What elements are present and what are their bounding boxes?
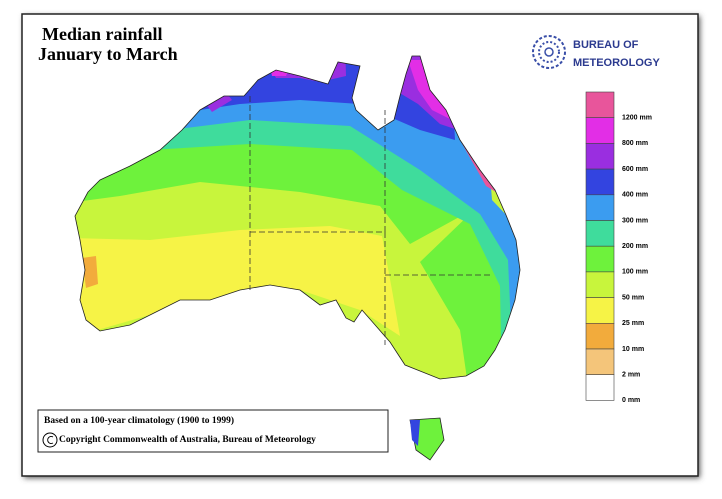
legend-swatch [585,322,615,350]
legend-label: 800 mm [622,140,648,147]
legend-label: 0 mm [622,397,640,404]
legend: 1200 mm 800 mm 600 mm 400 mm 300 mm 200 mm 100… [585,91,652,404]
legend-label: 1200 mm [622,115,652,122]
legend-swatch [585,117,615,144]
legend-swatch [585,168,615,196]
legend-swatch [585,194,615,221]
copyright-symbol [47,436,54,444]
legend-swatch [585,91,615,119]
zone [75,226,400,336]
title-line: Median rainfall [42,24,163,44]
logo-text: BUREAU OF [573,39,639,51]
legend-swatch [585,271,615,298]
tasmania-zone [410,420,420,446]
legend-label: 50 mm [622,294,644,301]
footer-box [37,409,389,453]
legend-label: 2 mm [622,372,640,379]
copyright-symbol [42,432,58,448]
logo-swirl [538,41,560,63]
legend-label: 400 mm [622,192,648,199]
logo-text: METEOROLOGY [573,57,660,69]
footer-text: Based on a 100-year climatology (1900 to… [44,415,234,426]
logo-swirl [532,35,566,69]
logo: BUREAU OF METEOROLOGY [532,35,660,69]
footer-text: Copyright Commonwealth of Australia, Bur… [59,435,316,445]
legend-swatch [585,245,615,273]
legend-swatch [585,297,615,324]
logo-swirl [544,47,554,57]
title-line: January to March [38,44,178,64]
legend-swatch [585,348,615,376]
legend-label: 25 mm [622,320,644,327]
legend-label: 10 mm [622,346,644,353]
state-border [384,232,490,345]
zone [82,256,98,288]
legend-label: 100 mm [622,269,648,276]
legend-label: 200 mm [622,243,648,250]
legend-swatch [585,374,615,401]
legend-swatch [585,143,615,170]
legend-swatch [585,220,615,247]
legend-label: 300 mm [622,217,648,224]
legend-label: 600 mm [622,166,648,173]
